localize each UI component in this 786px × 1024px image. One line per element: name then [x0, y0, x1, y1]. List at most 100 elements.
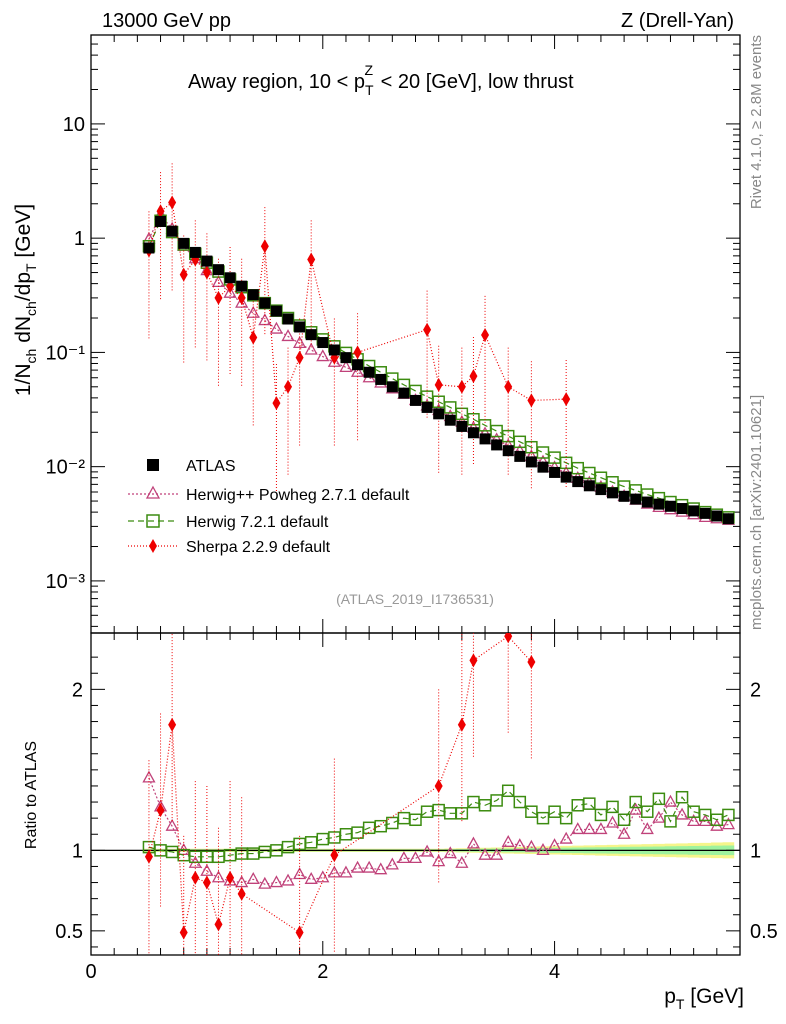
ratio-y-tick-label: 1: [72, 840, 83, 862]
ratio-herwig-powheg-2-7-1-default-point: [663, 794, 678, 807]
ratio-herwig-7-2-1-default-point: [664, 815, 677, 828]
ratio-herwig-powheg-2-7-1-default-point: [687, 814, 701, 827]
main-atlas-point: [398, 387, 410, 399]
ratio-y-tick-label-right: 0.5: [750, 921, 778, 943]
main-atlas-point: [189, 246, 201, 258]
main-atlas-point: [259, 297, 271, 309]
ratio-sherpa-2-2-9-default-point: [202, 875, 211, 890]
ratio-sherpa-2-2-9-default-point: [237, 886, 246, 901]
ratio-herwig-powheg-2-7-1-default-point: [374, 862, 388, 875]
main-atlas-point: [676, 503, 688, 515]
plot-title-sub: T: [365, 82, 374, 98]
main-atlas-point: [305, 329, 317, 341]
main-atlas-point: [282, 313, 294, 325]
ratio-herwig-powheg-2-7-1-default-point: [246, 871, 260, 884]
ratio-herwig-powheg-2-7-1-default-point: [501, 834, 515, 847]
ratio-herwig-powheg-2-7-1-default-point: [513, 838, 527, 851]
main-sherpa-2-2-9-default-point: [260, 239, 269, 254]
main-atlas-point: [363, 366, 375, 378]
ratio-herwig-powheg-2-7-1-default-point: [652, 810, 666, 823]
y-tick-label: 10⁻¹: [46, 342, 86, 364]
ratio-herwig-powheg-2-7-1-default-point: [594, 822, 608, 835]
main-atlas-point: [317, 337, 329, 349]
ratio-herwig-7-2-1-default-point: [675, 790, 689, 804]
main-sherpa-2-2-9-default-point: [423, 322, 432, 337]
main-atlas-point: [630, 493, 642, 505]
legend: ATLAS Herwig++ Powheg 2.7.1 default Herw…: [128, 458, 410, 556]
main-herwig-powheg-2-7-1-default-point: [350, 364, 365, 377]
ratio-herwig-7-2-1-default-point: [617, 813, 631, 827]
main-atlas-point: [537, 461, 549, 473]
ratio-sherpa-2-2-9-default-point: [144, 849, 153, 864]
main-sherpa-2-2-9-default-point: [527, 393, 536, 408]
main-atlas-point: [641, 496, 653, 508]
ratio-herwig-7-2-1-default-point: [409, 813, 422, 827]
ratio-herwig-7-2-1-default-point: [490, 794, 503, 807]
plot-title: Away region, 10 < pTZ < 20 [GeV], low th…: [188, 62, 574, 98]
main-sherpa-2-2-9-default-point: [481, 328, 490, 343]
main-atlas-point: [479, 433, 491, 445]
main-sherpa-2-2-9-default-point: [284, 379, 293, 394]
ratio-sherpa-2-2-9-default-point: [504, 633, 513, 644]
main-atlas-point: [375, 373, 387, 385]
legend-label-herwigpp: Herwig++ Powheg 2.7.1 default: [186, 487, 410, 504]
ratio-sherpa-2-2-9-default-point: [330, 848, 339, 863]
main-sherpa-2-2-9-default-point: [249, 330, 258, 345]
main-herwig-powheg-2-7-1-default-point: [339, 359, 353, 372]
main-atlas-point: [711, 510, 723, 522]
y-tick-label: 10⁻²: [46, 457, 86, 479]
y-tick-label: 1: [74, 228, 85, 250]
ratio-sherpa-2-2-9-default-point: [214, 917, 223, 932]
y-tick-label: 10: [63, 114, 85, 136]
legend-label-sherpa: Sherpa 2.2.9 default: [186, 539, 331, 556]
main-sherpa-2-2-9-default-line: [148, 201, 567, 405]
ratio-herwig-7-2-1-default-point: [722, 808, 735, 822]
ratio-herwig-powheg-2-7-1-default-point: [200, 863, 214, 876]
main-herwig-powheg-2-7-1-default-point: [211, 275, 226, 288]
ratio-y-tick-label: 0.5: [55, 921, 83, 943]
ratio-herwig-powheg-2-7-1-default-point: [455, 855, 469, 868]
legend-marker-herwig7: [146, 514, 160, 528]
main-sherpa-2-2-9-default-point: [457, 379, 466, 394]
ratio-y-tick-label: 2: [72, 679, 83, 701]
ratio-herwig-7-2-1-default-point: [629, 795, 642, 809]
ratio-herwig-7-2-1-default-point: [525, 805, 538, 818]
ratio-herwig-powheg-2-7-1-default-point: [524, 839, 538, 852]
main-atlas-point: [491, 439, 503, 451]
main-sherpa-2-2-9-default-point: [214, 290, 223, 305]
main-herwig-powheg-2-7-1-default-point: [316, 349, 330, 362]
main-atlas-point: [352, 359, 364, 371]
ratio-herwig-7-2-1-default-point: [559, 811, 573, 825]
main-atlas-point: [444, 414, 456, 426]
y-axis-label: 1/Nch dNch/dpT [GeV]: [12, 204, 39, 396]
ratio-herwig-7-2-1-default-point: [652, 792, 666, 806]
main-atlas-point: [224, 272, 236, 284]
ratio-herwig-powheg-2-7-1-default-point: [304, 871, 318, 884]
main-atlas-point: [270, 305, 282, 317]
ratio-herwig-powheg-2-7-1-default-point: [536, 843, 550, 855]
main-atlas-point: [328, 344, 340, 356]
mcplots-label: mcplots.cern.ch [arXiv:2401.10621]: [748, 395, 765, 630]
main-sherpa-2-2-9-default-point: [272, 396, 281, 411]
ratio-herwig-powheg-2-7-1-default-line: [148, 777, 729, 885]
ratio-herwig-powheg-2-7-1-default-point: [466, 836, 481, 849]
main-sherpa-2-2-9-default-point: [237, 290, 246, 305]
ratio-herwig-powheg-2-7-1-default-point: [223, 873, 237, 886]
process-label: Z (Drell-Yan): [621, 10, 734, 32]
main-herwig-powheg-2-7-1-default-point: [269, 321, 284, 334]
plot-title-a: Away region, 10 < p: [188, 71, 365, 93]
main-atlas-point: [155, 215, 167, 227]
ratio-herwig-powheg-2-7-1-default-point: [547, 838, 562, 851]
main-atlas-point: [421, 401, 433, 413]
x-axis-label: pT [GeV]: [664, 985, 744, 1012]
main-atlas-point: [572, 476, 584, 488]
ratio-herwig-powheg-2-7-1-default-point: [629, 802, 643, 815]
ratio-herwig-powheg-2-7-1-default-point: [258, 876, 272, 889]
legend-marker-atlas: [147, 459, 159, 471]
ratio-herwig-powheg-2-7-1-default-point: [721, 817, 736, 830]
main-herwig-7-2-1-default-line: [148, 219, 729, 518]
ratio-marks: [142, 633, 736, 955]
main-sherpa-2-2-9-default-point: [202, 265, 211, 280]
main-atlas-point: [722, 513, 734, 525]
